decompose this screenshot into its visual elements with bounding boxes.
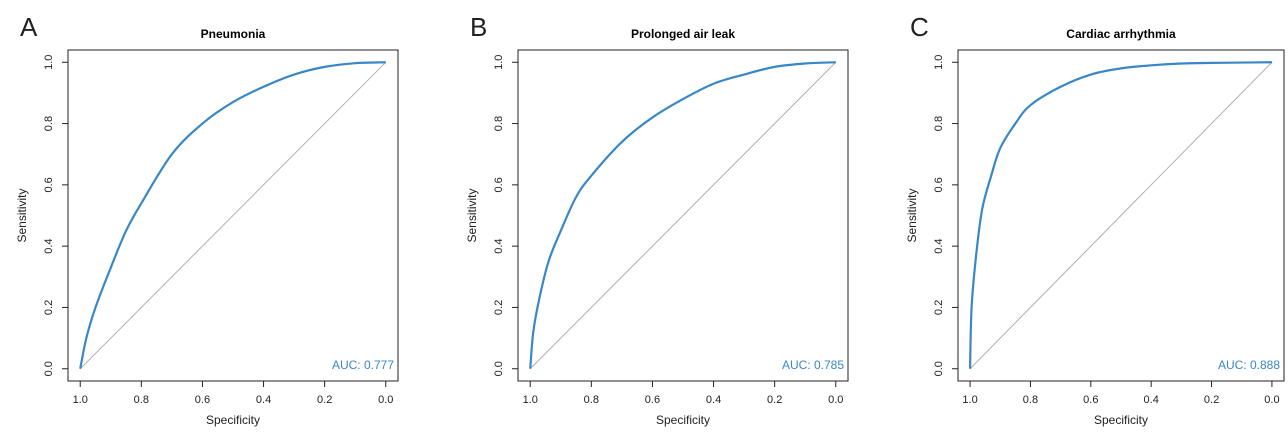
panel-label: A	[20, 12, 38, 42]
auc-label: AUC: 0.777	[332, 358, 394, 372]
y-tick-label: 0.8	[43, 116, 55, 131]
x-tick-label: 0.6	[195, 394, 210, 406]
y-tick-label: 1.0	[43, 55, 55, 70]
y-tick-label: 0.6	[43, 177, 55, 192]
y-tick-label: 0.0	[493, 361, 505, 376]
y-tick-label: 0.0	[933, 361, 945, 376]
plot-frame	[517, 49, 849, 382]
chart-panel: C Cardiac arrhythmia 1.0 0.8 0.6 0.4 0.2 0.0 0.0…	[905, 12, 1285, 427]
y-tick-label: 0.8	[493, 116, 505, 131]
x-tick-label: 0.8	[584, 394, 599, 406]
x-tick-label: 0.4	[256, 394, 271, 406]
x-tick-label: 0.8	[1023, 394, 1038, 406]
chart-title: Prolonged air leak	[631, 27, 735, 41]
x-tick-label: 0.2	[317, 394, 332, 406]
x-tick-label: 0.4	[706, 394, 721, 406]
chart-title: Cardiac arrhythmia	[1066, 27, 1176, 41]
y-tick-label: 0.0	[43, 361, 55, 376]
y-tick-label: 1.0	[933, 55, 945, 70]
x-tick-label: 1.0	[962, 394, 977, 406]
y-tick-label: 0.8	[933, 116, 945, 131]
x-tick-label: 0.6	[1083, 394, 1098, 406]
y-tick-label: 0.4	[43, 238, 55, 253]
roc-curve	[968, 61, 1272, 369]
y-tick-label: 0.2	[43, 300, 55, 315]
y-tick-label: 0.4	[493, 238, 505, 253]
x-tick-label: 0.8	[134, 394, 149, 406]
roc-curve	[529, 61, 836, 369]
y-axis-label: Sensitivity	[465, 188, 479, 242]
x-tick-label: 1.0	[73, 394, 88, 406]
y-tick-label: 0.6	[933, 177, 945, 192]
y-tick-label: 0.6	[493, 177, 505, 192]
reference-diagonal	[529, 61, 837, 370]
x-tick-label: 1.0	[523, 394, 538, 406]
chart-panel: B Prolonged air leak 1.0 0.8 0.6 0.4 0.2 0.0 0.0…	[465, 12, 849, 427]
x-axis-label: Specificity	[656, 413, 710, 427]
y-axis-label: Sensitivity	[15, 188, 29, 242]
x-tick-label: 0.0	[1264, 394, 1279, 406]
panel-label: B	[470, 12, 487, 42]
panel-label: C	[910, 12, 929, 42]
auc-label: AUC: 0.888	[1218, 358, 1280, 372]
reference-diagonal	[969, 61, 1273, 370]
y-tick-label: 0.2	[933, 300, 945, 315]
y-tick-label: 0.4	[933, 238, 945, 253]
auc-label: AUC: 0.785	[782, 358, 844, 372]
x-tick-label: 0.6	[645, 394, 660, 406]
x-tick-label: 0.2	[1204, 394, 1219, 406]
x-tick-label: 0.2	[767, 394, 782, 406]
reference-diagonal	[79, 61, 387, 370]
chart-title: Pneumonia	[201, 27, 266, 41]
chart-panel: A Pneumonia 1.0 0.8 0.6 0.4 0.2 0.0 0.0 0.2 0.4 0.6…	[15, 12, 399, 427]
x-tick-label: 0.4	[1144, 394, 1159, 406]
x-tick-label: 0.0	[828, 394, 843, 406]
roc-curve	[79, 61, 386, 369]
y-tick-label: 1.0	[493, 55, 505, 70]
plot-frame	[67, 49, 399, 382]
y-tick-label: 0.2	[493, 300, 505, 315]
y-axis-label: Sensitivity	[905, 188, 919, 242]
plot-frame	[957, 49, 1285, 382]
x-axis-label: Specificity	[206, 413, 260, 427]
x-axis-label: Specificity	[1094, 413, 1148, 427]
x-tick-label: 0.0	[378, 394, 393, 406]
